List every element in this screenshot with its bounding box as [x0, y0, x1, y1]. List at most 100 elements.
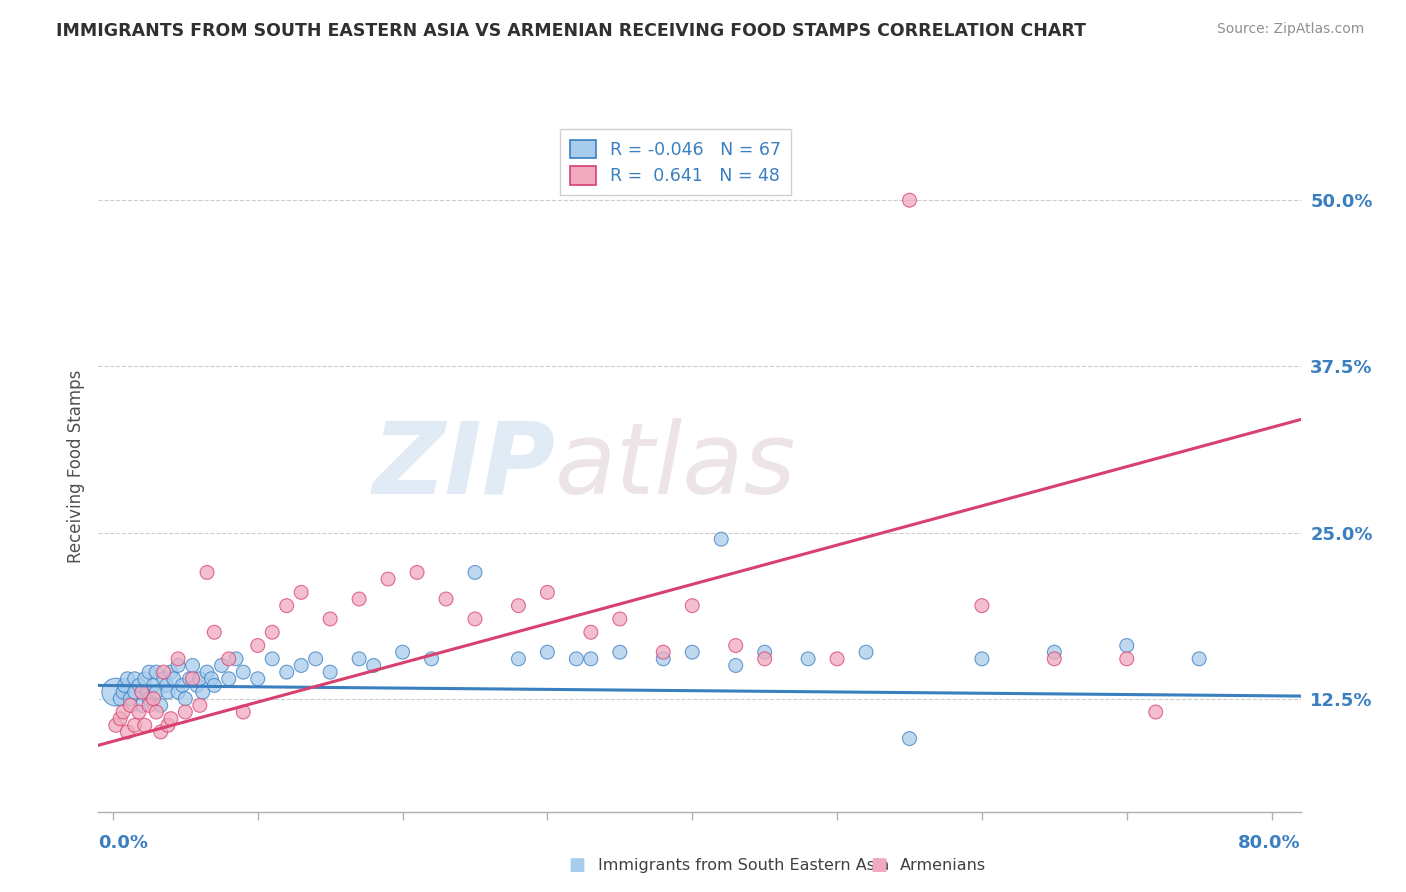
Text: Armenians: Armenians	[900, 858, 986, 872]
Point	[363, 658, 385, 673]
Point	[276, 665, 298, 680]
Text: IMMIGRANTS FROM SOUTH EASTERN ASIA VS ARMENIAN RECEIVING FOOD STAMPS CORRELATION: IMMIGRANTS FROM SOUTH EASTERN ASIA VS AR…	[56, 22, 1087, 40]
Point	[167, 685, 190, 699]
Point	[724, 639, 747, 653]
Point	[160, 665, 183, 680]
Point	[681, 645, 703, 659]
Point	[145, 685, 167, 699]
Point	[142, 691, 165, 706]
Point	[131, 698, 153, 713]
Point	[508, 599, 530, 613]
Point	[724, 658, 747, 673]
Point	[112, 685, 135, 699]
Point	[609, 612, 631, 626]
Point	[290, 585, 312, 599]
Point	[305, 652, 328, 666]
Point	[970, 599, 993, 613]
Point	[652, 652, 675, 666]
Point	[134, 718, 156, 732]
Point	[128, 705, 150, 719]
Point	[391, 645, 413, 659]
Point	[145, 665, 167, 680]
Point	[117, 725, 139, 739]
Point	[347, 652, 370, 666]
Point	[179, 672, 201, 686]
Point	[681, 599, 703, 613]
Point	[174, 705, 197, 719]
Point	[797, 652, 820, 666]
Point	[149, 698, 172, 713]
Point	[232, 665, 254, 680]
Point	[195, 566, 218, 580]
Point	[377, 572, 399, 586]
Text: ■: ■	[870, 856, 887, 874]
Point	[156, 685, 179, 699]
Point	[579, 652, 602, 666]
Point	[211, 658, 233, 673]
Point	[855, 645, 877, 659]
Point	[609, 645, 631, 659]
Point	[108, 712, 131, 726]
Point	[898, 731, 921, 746]
Point	[152, 672, 174, 686]
Point	[290, 658, 312, 673]
Point	[406, 566, 429, 580]
Point	[188, 698, 211, 713]
Point	[112, 705, 135, 719]
Text: atlas: atlas	[555, 417, 797, 515]
Point	[536, 585, 558, 599]
Text: Immigrants from South Eastern Asia: Immigrants from South Eastern Asia	[598, 858, 889, 872]
Point	[218, 672, 240, 686]
Point	[202, 625, 225, 640]
Point	[138, 665, 160, 680]
Point	[124, 718, 146, 732]
Point	[825, 652, 848, 666]
Point	[898, 193, 921, 207]
Point	[181, 658, 204, 673]
Point	[652, 645, 675, 659]
Point	[246, 639, 269, 653]
Point	[1043, 645, 1066, 659]
Point	[138, 691, 160, 706]
Point	[1115, 639, 1137, 653]
Point	[464, 566, 486, 580]
Point	[225, 652, 247, 666]
Point	[120, 698, 142, 713]
Point	[124, 685, 146, 699]
Point	[167, 652, 190, 666]
Point	[167, 658, 190, 673]
Point	[163, 672, 186, 686]
Point	[579, 625, 602, 640]
Point	[104, 718, 127, 732]
Point	[181, 672, 204, 686]
Point	[232, 705, 254, 719]
Point	[565, 652, 588, 666]
Point	[218, 652, 240, 666]
Point	[754, 645, 776, 659]
Point	[710, 532, 733, 546]
Point	[134, 672, 156, 686]
Point	[128, 678, 150, 692]
Text: ■: ■	[568, 856, 585, 874]
Point	[195, 665, 218, 680]
Point	[508, 652, 530, 666]
Point	[124, 672, 146, 686]
Point	[131, 685, 153, 699]
Point	[754, 652, 776, 666]
Point	[152, 665, 174, 680]
Point	[138, 698, 160, 713]
Point	[149, 725, 172, 739]
Point	[970, 652, 993, 666]
Point	[114, 678, 136, 692]
Point	[1043, 652, 1066, 666]
Point	[1115, 652, 1137, 666]
Point	[420, 652, 443, 666]
Point	[276, 599, 298, 613]
Point	[536, 645, 558, 659]
Point	[434, 592, 457, 607]
Point	[136, 685, 159, 699]
Point	[1144, 705, 1167, 719]
Point	[464, 612, 486, 626]
Point	[142, 678, 165, 692]
Point	[172, 678, 194, 692]
